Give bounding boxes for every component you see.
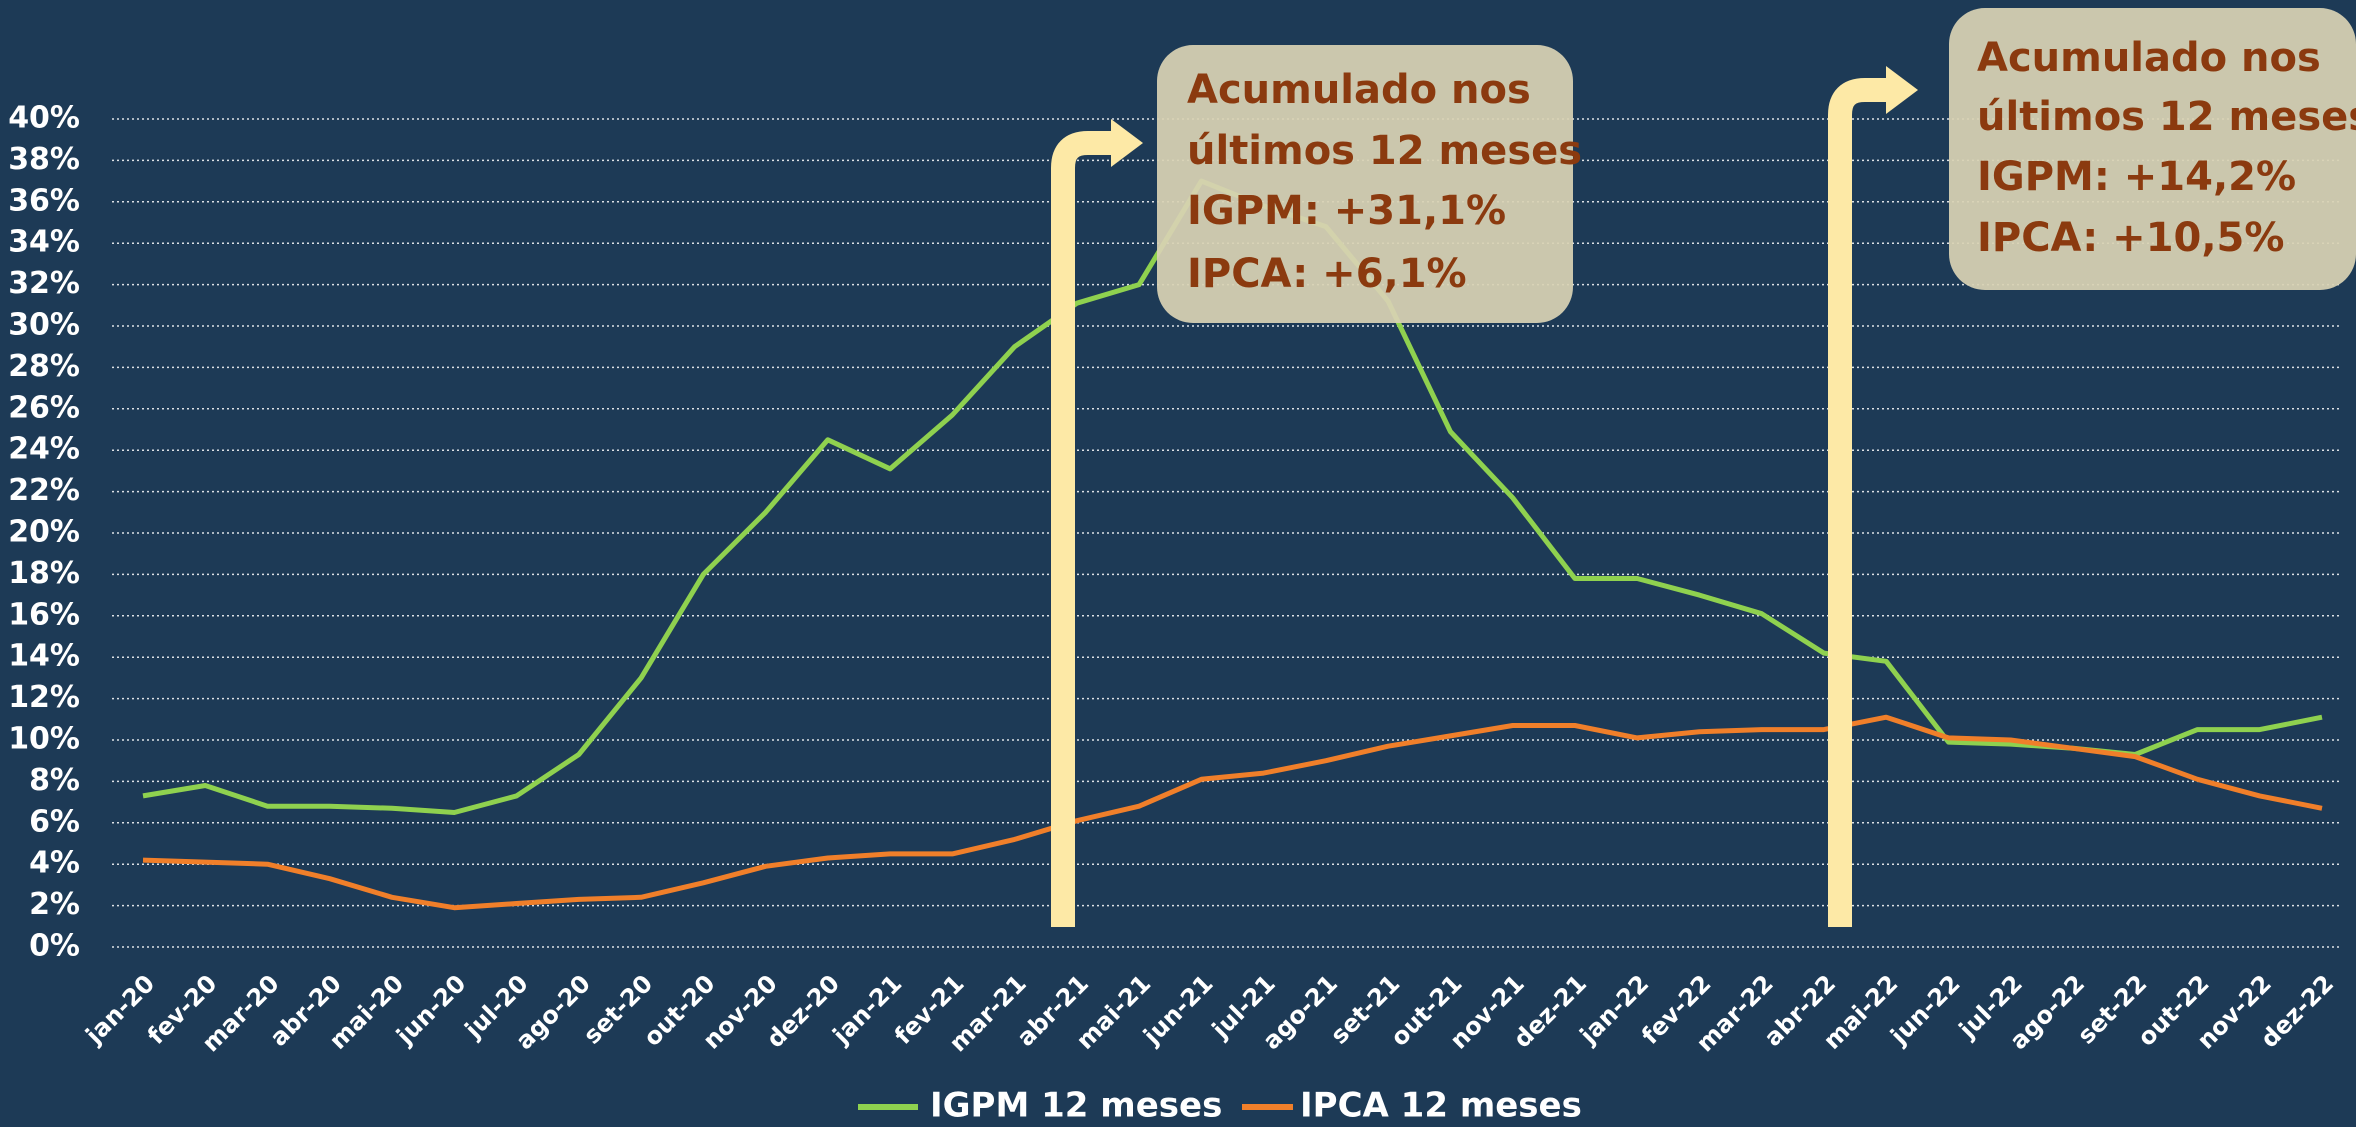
chart: 0% 2% 4% 6% 8% 10% 12% 14% 16% 18% 20% 22% 24% 26% 28%…	[0, 0, 2356, 1127]
y-tick-label: 6%	[29, 804, 80, 839]
y-tick-label: 16%	[8, 597, 80, 632]
y-tick-label: 30%	[8, 308, 80, 343]
annotation-text: Acumulado nos	[1187, 67, 1531, 113]
page: {"chart_data": { "type": "line", "catego…	[0, 0, 2356, 1127]
y-tick-label: 34%	[8, 225, 80, 260]
y-tick-label: 36%	[8, 183, 80, 218]
legend-label: IGPM 12 meses	[930, 1086, 1222, 1126]
y-tick-label: 20%	[8, 515, 80, 550]
y-tick-label: 28%	[8, 349, 80, 384]
y-tick-label: 26%	[8, 390, 80, 425]
legend-label: IPCA 12 meses	[1300, 1086, 1582, 1126]
y-tick-label: 38%	[8, 142, 80, 177]
annotation-text: Acumulado nos	[1977, 35, 2321, 81]
y-tick-label: 14%	[8, 639, 80, 674]
annotation-text: IGPM: +31,1%	[1187, 188, 1506, 234]
annotation-text: últimos 12 meses	[1187, 128, 1582, 174]
y-tick-label: 2%	[29, 887, 80, 922]
annotation-text: IPCA: +10,5%	[1977, 215, 2284, 261]
y-tick-label: 40%	[8, 101, 80, 136]
annotation-text: IPCA: +6,1%	[1187, 251, 1467, 297]
y-tick-label: 10%	[8, 722, 80, 757]
y-tick-label: 22%	[8, 473, 80, 508]
y-tick-label: 24%	[8, 432, 80, 467]
annotation-text: últimos 12 meses	[1977, 94, 2356, 140]
annotation-text: IGPM: +14,2%	[1977, 154, 2296, 200]
y-tick-label: 8%	[29, 763, 80, 798]
y-tick-label: 0%	[29, 929, 80, 964]
y-tick-label: 4%	[29, 846, 80, 881]
y-tick-label: 12%	[8, 680, 80, 715]
y-tick-label: 32%	[8, 266, 80, 301]
y-tick-label: 18%	[8, 556, 80, 591]
